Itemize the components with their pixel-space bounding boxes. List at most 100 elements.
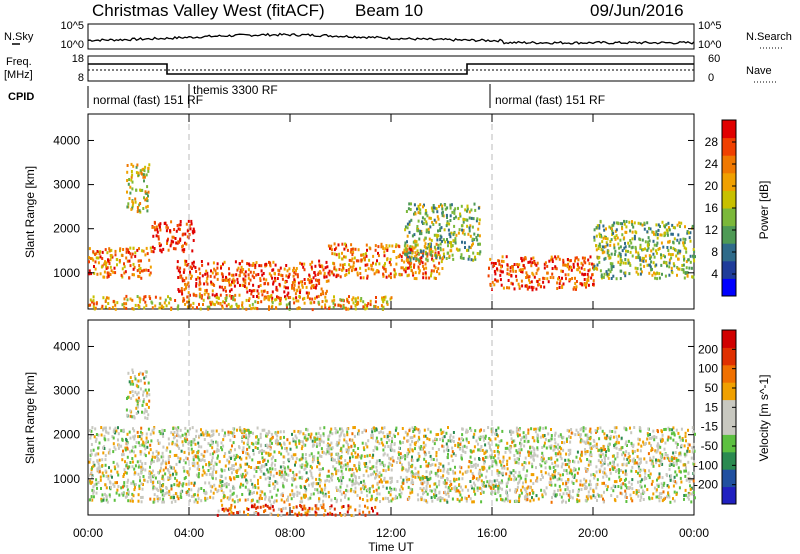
power-cell — [558, 286, 561, 289]
velocity-cell — [585, 486, 588, 490]
velocity-cell — [244, 473, 247, 477]
power-cell — [419, 257, 422, 261]
power-cell — [668, 228, 671, 232]
velocity-cell — [186, 489, 189, 493]
power-cell — [532, 273, 535, 277]
power-cell — [236, 304, 238, 308]
power-cell — [327, 279, 330, 283]
velocity-cell — [451, 497, 454, 501]
velocity-cell — [318, 440, 321, 444]
velocity-cell — [467, 488, 470, 492]
velocity-cell — [222, 491, 225, 495]
velocity-cell — [506, 446, 509, 450]
velocity-cell — [90, 452, 93, 456]
velocity-cell — [196, 461, 199, 465]
velocity-cell — [185, 456, 188, 460]
velocity-cell — [298, 491, 301, 495]
power-cell — [454, 237, 457, 241]
velocity-cell — [429, 471, 432, 475]
power-cell — [557, 277, 559, 281]
velocity-cell — [145, 439, 148, 442]
velocity-cell — [429, 430, 432, 434]
velocity-cell — [529, 499, 532, 503]
velocity-cell — [508, 488, 511, 492]
power-cell — [405, 210, 408, 213]
velocity-cell — [126, 484, 129, 488]
velocity-cell — [639, 484, 642, 488]
power-cell — [650, 249, 653, 253]
velocity-cell — [666, 484, 669, 488]
power-cell — [478, 252, 481, 256]
power-cell — [410, 255, 413, 259]
velocity-cell — [267, 470, 270, 474]
velocity-cell — [205, 473, 208, 477]
velocity-cell — [382, 431, 385, 435]
power-cell — [408, 261, 411, 265]
velocity-cell — [158, 485, 161, 489]
velocity-cell — [114, 447, 117, 451]
power-cell — [648, 226, 650, 230]
power-cell — [385, 244, 388, 248]
power-cell — [386, 300, 389, 304]
velocity-cell — [368, 487, 371, 491]
colorbar-tick-label: 24 — [705, 157, 719, 171]
power-cell — [413, 255, 416, 259]
velocity-cell — [267, 476, 270, 480]
power-cell — [274, 263, 277, 267]
velocity-cell — [262, 472, 265, 476]
nsky-tick-bottom: 10^0 — [60, 39, 84, 51]
velocity-cell — [218, 460, 221, 464]
power-cell — [383, 267, 386, 271]
power-cell — [580, 282, 583, 286]
velocity-cell — [449, 484, 452, 487]
power-cell — [616, 236, 619, 240]
velocity-cell — [254, 484, 256, 488]
velocity-cell — [656, 449, 659, 453]
power-cell — [124, 270, 127, 274]
power-cell — [654, 276, 657, 280]
power-cell — [567, 262, 570, 266]
velocity-cell — [384, 496, 387, 500]
velocity-cell — [197, 472, 200, 476]
power-cell — [114, 307, 117, 311]
power-cell — [623, 222, 626, 226]
power-cell — [579, 282, 582, 286]
velocity-cell — [574, 433, 577, 437]
power-cell — [126, 298, 129, 302]
velocity-cell — [436, 497, 439, 501]
power-cell — [234, 293, 237, 297]
velocity-cell — [473, 487, 476, 491]
velocity-cell — [536, 454, 539, 458]
velocity-cell — [327, 437, 330, 441]
power-cell — [327, 271, 330, 275]
power-cell — [446, 216, 448, 219]
velocity-cell — [417, 470, 420, 474]
velocity-cell — [150, 462, 152, 466]
power-cell — [231, 280, 233, 284]
velocity-cell — [166, 446, 169, 450]
velocity-cell — [184, 440, 187, 444]
power-cell — [586, 278, 589, 281]
power-cell — [145, 197, 148, 201]
velocity-cell — [552, 492, 555, 496]
y-tick-label: 2000 — [53, 222, 80, 236]
power-cell — [357, 259, 360, 263]
velocity-cell — [347, 446, 350, 449]
power-cell — [452, 233, 455, 237]
power-cell — [584, 272, 586, 276]
velocity-cell — [624, 495, 627, 499]
velocity-cell — [512, 469, 515, 473]
velocity-cell — [196, 467, 199, 471]
power-cell — [430, 238, 433, 242]
power-cell — [179, 223, 182, 227]
power-cell — [574, 256, 577, 260]
power-cell — [138, 275, 141, 279]
velocity-cell — [554, 441, 557, 445]
velocity-cell — [160, 466, 162, 470]
velocity-cell — [123, 481, 126, 485]
velocity-cell — [629, 486, 632, 490]
velocity-cell — [408, 466, 411, 470]
power-cell — [678, 251, 681, 255]
velocity-cell — [542, 457, 545, 461]
power-cell — [279, 302, 282, 306]
